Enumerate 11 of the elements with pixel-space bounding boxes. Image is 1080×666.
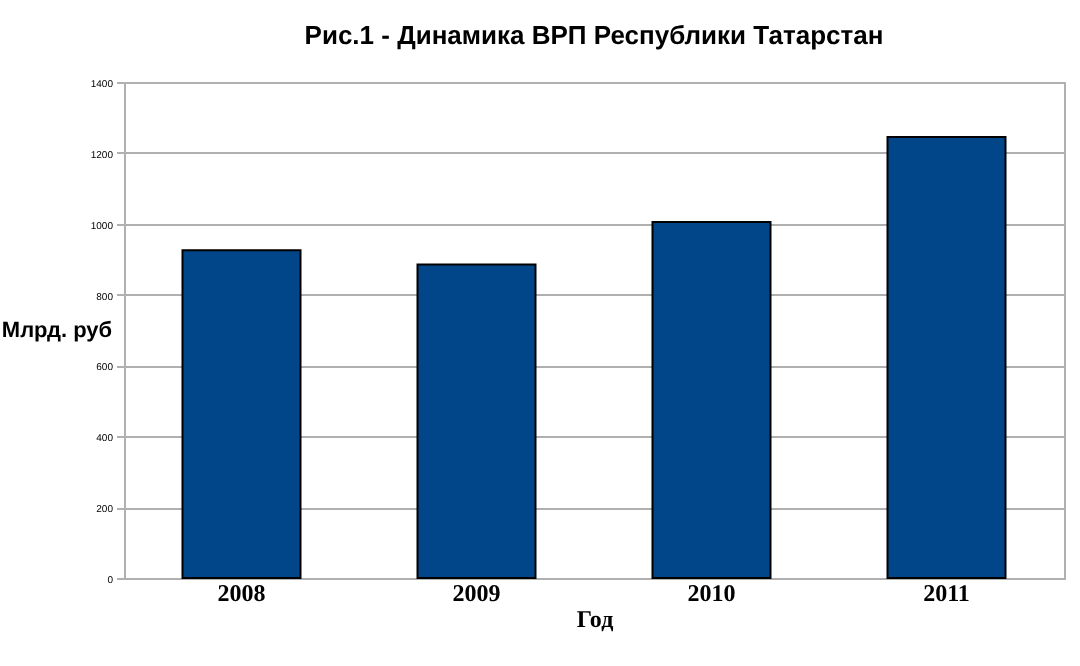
bar <box>416 263 537 579</box>
bar <box>886 135 1007 579</box>
x-tick-label: 2010 <box>687 579 736 607</box>
bar <box>181 249 302 579</box>
y-axis-title: Млрд. руб <box>1 319 113 343</box>
x-tick-label: 2009 <box>452 579 501 607</box>
chart-title: Рис.1 - Динамика ВРП Республики Татарстан <box>304 20 884 50</box>
x-tick-label: 2008 <box>217 579 266 607</box>
x-tick-label: 2011 <box>923 579 970 607</box>
x-axis-title: Год <box>576 605 614 633</box>
bar <box>651 220 772 579</box>
